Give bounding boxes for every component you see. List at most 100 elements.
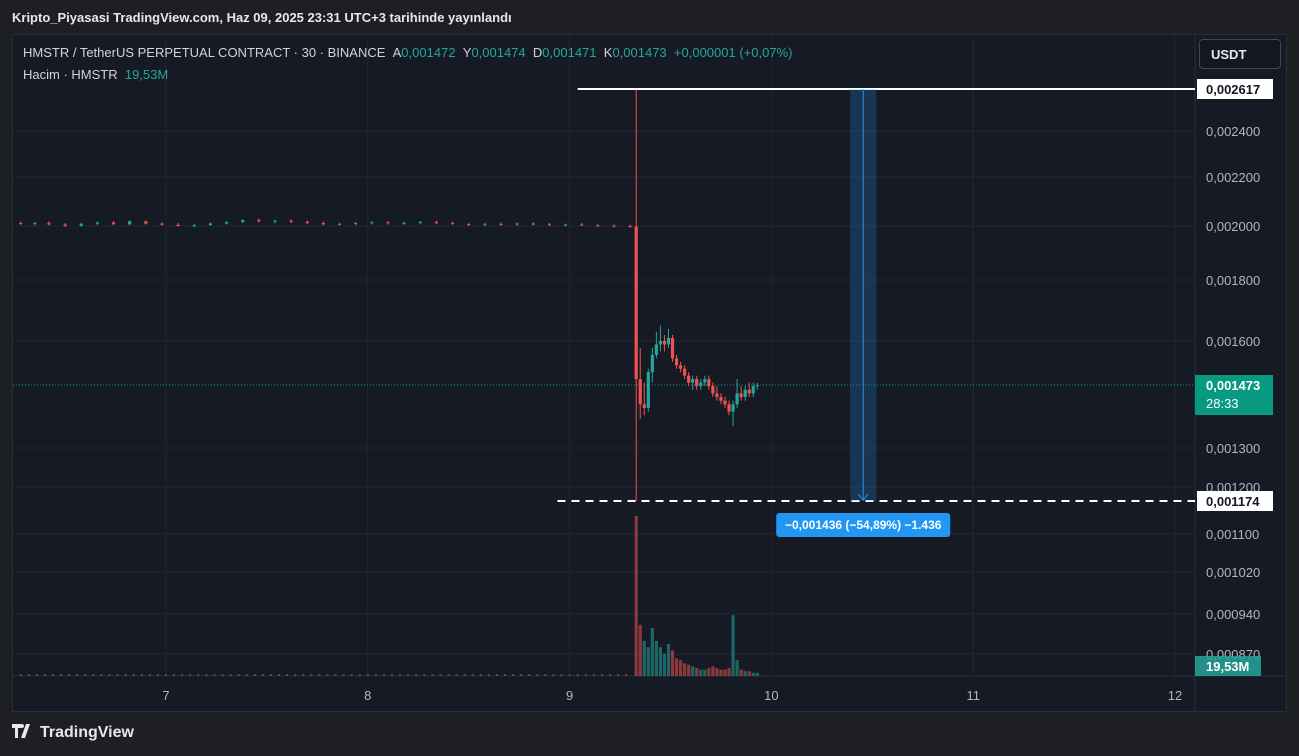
volume-bar: [148, 674, 151, 676]
time-tick-label: 12: [1168, 688, 1182, 703]
volume-bar: [229, 674, 232, 676]
volume-bar: [165, 674, 167, 676]
candle-body: [666, 337, 671, 345]
volume-bar: [487, 674, 490, 676]
candle-body: [547, 224, 552, 226]
candles: [19, 89, 759, 501]
candle: [47, 221, 51, 226]
candle-body: [670, 337, 675, 359]
price-tick-label: 0,000940: [1206, 607, 1260, 622]
candle: [450, 221, 455, 226]
candle-body: [531, 223, 535, 225]
volume-bar: [695, 668, 699, 676]
tradingview-logo[interactable]: TradingView: [12, 724, 134, 742]
volume-bar: [751, 672, 755, 676]
volume-bar: [584, 674, 587, 676]
volume-bar: [666, 644, 671, 676]
candle: [547, 223, 552, 226]
candle: [658, 325, 663, 352]
time-tick-label: 7: [162, 688, 169, 703]
time-tick-label: 10: [764, 688, 778, 703]
volume-bar: [415, 674, 418, 676]
tradingview-logo-text: TradingView: [40, 724, 134, 741]
candle: [531, 222, 535, 226]
volume-bar: [646, 647, 650, 676]
volume-bar: [205, 674, 208, 676]
published-caption: Kripto_Piyasasi TradingView.com, Haz 09,…: [12, 10, 512, 25]
volume-bar: [654, 640, 658, 676]
volume-bar: [463, 674, 466, 676]
candle-body: [707, 379, 711, 387]
candle: [747, 382, 751, 398]
candle-body: [654, 344, 658, 355]
candle: [670, 334, 675, 362]
candle-body: [731, 404, 735, 412]
candle: [370, 221, 374, 225]
volume-bar: [719, 669, 723, 676]
candle-body: [642, 404, 646, 408]
candle: [208, 222, 212, 226]
volume-bar: [43, 674, 46, 676]
volume-bar: [407, 674, 410, 676]
volume-bar: [544, 674, 547, 676]
volume-bar: [100, 674, 103, 676]
candle-body: [695, 379, 699, 387]
candle-body: [257, 220, 261, 222]
candle-body: [305, 221, 309, 224]
volume-bar: [608, 674, 611, 676]
candle-body: [402, 222, 406, 224]
price-tick-label: 0,002000: [1206, 219, 1260, 234]
candle: [743, 386, 747, 401]
volume-bar: [173, 674, 176, 676]
price-tick-label: 0,001020: [1206, 565, 1260, 580]
volume-bar: [455, 674, 458, 676]
volume-bar: [634, 516, 638, 676]
candle-body: [751, 386, 755, 394]
candle-body: [176, 224, 180, 226]
candle-body: [499, 223, 503, 225]
tradingview-logo-icon: [12, 724, 34, 742]
candle-body: [755, 385, 759, 387]
volume-bar: [625, 674, 628, 676]
volume-bar: [650, 628, 654, 676]
volume-bar: [504, 674, 507, 676]
symbol-title[interactable]: HMSTR / TetherUS PERPETUAL CONTRACT · 30…: [23, 45, 386, 60]
volume-bar: [678, 660, 683, 676]
candle-body: [19, 223, 23, 225]
candle: [111, 221, 116, 225]
volume-bar: [727, 668, 731, 676]
candle: [707, 375, 711, 390]
volume-bar: [674, 658, 679, 676]
candle: [176, 223, 180, 227]
volume-bar: [269, 674, 272, 676]
volume-bar: [302, 674, 305, 676]
candle-body: [450, 223, 455, 225]
candle-body: [192, 225, 196, 227]
measure-label: −0,001436 (−54,89%) −1.436: [785, 518, 942, 532]
candle-body: [638, 379, 642, 405]
candle-body: [289, 220, 293, 222]
candle-body: [743, 389, 747, 398]
high-price-badge: 0,002617: [1206, 82, 1260, 97]
volume-bar: [92, 674, 95, 676]
candle-body: [735, 393, 739, 405]
volume-bar: [350, 674, 353, 676]
volume-bars: [19, 516, 759, 676]
candle-body: [691, 379, 695, 383]
price-tick-label: 0,002400: [1206, 124, 1260, 139]
volume-label[interactable]: Hacim · HMSTR: [23, 67, 118, 82]
volume-bar: [731, 615, 735, 676]
high-label: Y: [462, 45, 472, 60]
candle-body: [79, 223, 83, 226]
candle-body: [612, 225, 616, 227]
volume-bar: [124, 674, 127, 676]
volume-bar: [739, 669, 743, 676]
candle: [241, 219, 245, 224]
candle: [305, 220, 309, 225]
candle: [691, 375, 695, 390]
candle: [418, 220, 422, 225]
candle-body: [337, 223, 342, 225]
currency-button[interactable]: USDT: [1199, 39, 1281, 69]
volume-bar: [286, 674, 289, 676]
